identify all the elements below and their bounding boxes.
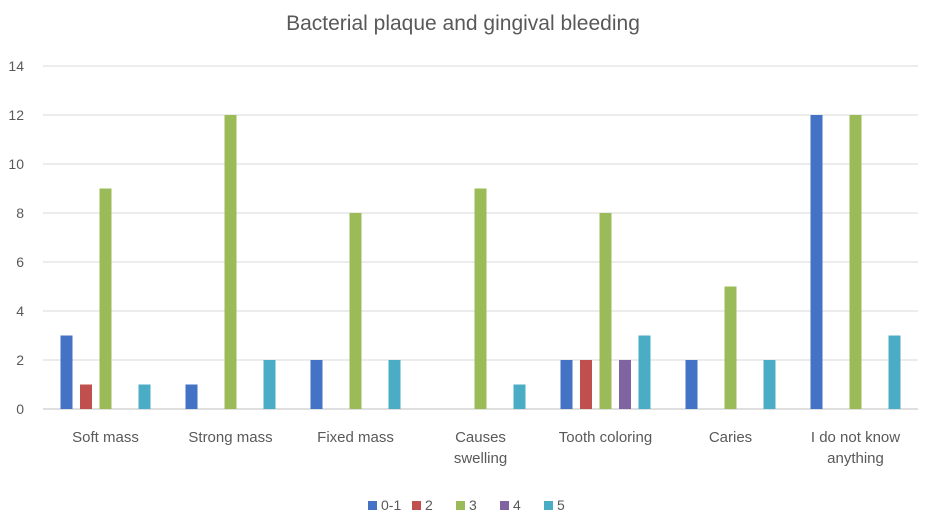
x-category-label: Soft mass: [72, 429, 139, 446]
legend-label: 3: [469, 497, 477, 513]
legend-label: 5: [557, 497, 565, 513]
y-axis-tick-labels: 0 2 4 6 8 10 12 14: [8, 58, 24, 417]
bar-5-0: [138, 384, 151, 409]
chart-title: Bacterial plaque and gingival bleeding: [286, 12, 640, 35]
y-tick-label: 4: [16, 303, 24, 319]
bar-2-4: [580, 360, 592, 409]
y-tick-label: 2: [16, 352, 24, 368]
bar-2-0: [80, 384, 92, 409]
legend-label: 0-1: [381, 497, 401, 513]
x-category-label: I do not know: [811, 429, 900, 446]
legend: 0-1 2 3 4 5: [368, 497, 565, 513]
x-category-label: Caries: [709, 429, 752, 446]
bar-3-4: [599, 213, 612, 409]
bar-5-4: [638, 335, 651, 409]
bar-0-1-1: [185, 384, 198, 409]
bar-4-4: [619, 360, 631, 409]
legend-swatch: [456, 501, 465, 510]
legend-swatch: [500, 501, 509, 510]
y-tick-label: 12: [8, 107, 24, 123]
legend-swatch: [368, 501, 377, 510]
legend-label: 2: [425, 497, 433, 513]
legend-swatch: [412, 501, 421, 510]
bar-0-1-6: [810, 115, 823, 409]
bar-5-3: [513, 384, 526, 409]
x-category-label: Causes: [455, 429, 506, 446]
bar-5-5: [763, 360, 776, 409]
bar-3-3: [474, 188, 487, 409]
bar-5-1: [263, 360, 276, 409]
bar-3-0: [99, 188, 112, 409]
y-tick-label: 6: [16, 254, 24, 270]
bar-0-1-0: [60, 335, 73, 409]
x-axis-category-labels: Soft mass Strong mass Fixed mass Causes swel…: [72, 429, 900, 467]
bar-3-1: [224, 115, 237, 409]
y-tick-label: 10: [8, 156, 24, 172]
bar-0-1-5: [685, 360, 698, 409]
bars: [60, 115, 901, 409]
x-category-label: Strong mass: [188, 429, 272, 446]
bar-3-5: [724, 286, 737, 409]
y-tick-label: 8: [16, 205, 24, 221]
legend-swatch: [544, 501, 553, 510]
bar-5-6: [888, 335, 901, 409]
y-tick-label: 14: [8, 58, 24, 74]
bar-0-1-4: [560, 360, 573, 409]
x-category-label: anything: [827, 450, 884, 467]
y-tick-label: 0: [16, 401, 24, 417]
x-category-label: swelling: [454, 450, 507, 467]
bar-5-2: [388, 360, 401, 409]
bar-0-1-2: [310, 360, 323, 409]
x-category-label: Fixed mass: [317, 429, 394, 446]
legend-label: 4: [513, 497, 521, 513]
x-category-label: Tooth coloring: [559, 429, 652, 446]
bar-3-6: [849, 115, 862, 409]
bar-3-2: [349, 213, 362, 409]
